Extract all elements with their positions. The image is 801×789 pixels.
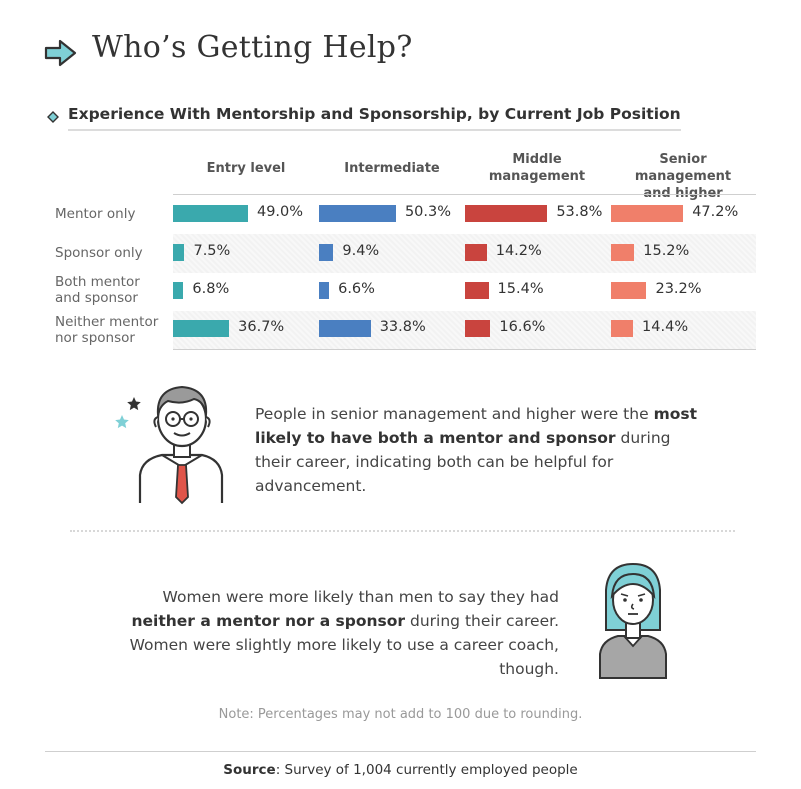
insight-text-bold: most likely to have both a mentor and sp… [255, 405, 697, 447]
page-title: Who’s Getting Help? [92, 30, 413, 65]
bar [173, 282, 184, 299]
row-label-text: Both mentor [55, 274, 140, 290]
footer-rule [45, 751, 756, 752]
row-band [173, 311, 756, 349]
bar [611, 320, 634, 337]
row-label-text: nor sponsor [55, 330, 135, 346]
row-label-text: Mentor only [55, 206, 136, 222]
bar-value-label: 23.2% [655, 281, 702, 297]
bar-value-label: 33.8% [379, 319, 426, 335]
row-label-neither: Neither mentor nor sponsor [55, 314, 170, 346]
column-header-label: Middle [512, 152, 562, 167]
source-label: Source [223, 762, 276, 778]
woman-illustration-icon [599, 562, 667, 679]
row-label-text: Sponsor only [55, 245, 143, 261]
insight-text-bold: neither a mentor nor a sponsor [131, 612, 406, 630]
column-header-intermediate: Intermediate [322, 160, 462, 177]
bar-value-label: 9.4% [342, 243, 380, 259]
bar-value-label: 14.4% [642, 319, 689, 335]
row-label-text: and sponsor [55, 290, 138, 306]
column-header-label: and higher [643, 186, 723, 201]
insight-text-senior: People in senior management and higher w… [255, 402, 705, 498]
bar [611, 205, 684, 222]
bar-value-label: 15.2% [643, 243, 690, 259]
column-header-senior-management: Senior management and higher [613, 151, 753, 202]
insight-text: during their career. Women were slightly… [129, 612, 559, 678]
bar [611, 244, 635, 261]
bar-value-label: 6.8% [192, 281, 230, 297]
bar [319, 244, 334, 261]
bar-value-label: 47.2% [692, 204, 739, 220]
insight-text: during their career, indicating both can… [255, 429, 671, 495]
header-rule [173, 194, 756, 195]
bar [465, 205, 548, 222]
arrow-right-icon [44, 39, 77, 67]
bottom-rule [173, 349, 756, 350]
bar-value-label: 14.2% [495, 243, 542, 259]
source-text: : Survey of 1,004 currently employed peo… [275, 762, 578, 778]
row-label-text: Neither mentor [55, 314, 159, 330]
bar-value-label: 53.8% [556, 204, 603, 220]
column-header-middle-management: Middle management [467, 151, 607, 185]
column-header-entry-level: Entry level [176, 160, 316, 177]
bar [611, 282, 647, 299]
bar [319, 205, 396, 222]
bar-value-label: 50.3% [404, 204, 452, 220]
dotted-divider [70, 530, 735, 532]
bar [465, 244, 487, 261]
insight-text-women: Women were more likely than men to say t… [95, 585, 559, 681]
row-label-mentor-only: Mentor only [55, 206, 170, 222]
bar-value-label: 7.5% [193, 243, 231, 259]
bar [173, 205, 248, 222]
bar [465, 282, 489, 299]
column-header-label: Entry level [206, 161, 286, 176]
diamond-icon [47, 111, 59, 123]
column-header-label: Senior management [634, 152, 732, 184]
row-band [173, 234, 756, 273]
insight-text: People in senior management and higher w… [255, 405, 654, 423]
bar-value-label: 49.0% [256, 204, 304, 220]
bar-value-label: 16.6% [499, 319, 546, 335]
column-header-label: Intermediate [344, 161, 440, 176]
man-illustration-icon [115, 385, 224, 505]
insight-text: Women were more likely than men to say t… [162, 588, 559, 606]
row-label-both: Both mentor and sponsor [55, 274, 170, 306]
row-label-sponsor-only: Sponsor only [55, 245, 170, 261]
bar-value-label: 6.6% [338, 281, 375, 297]
bar-value-label: 36.7% [238, 319, 285, 335]
bar-chart: Entry level Intermediate Middle manageme… [0, 140, 801, 355]
bar [173, 244, 185, 261]
column-header-label: management [488, 169, 586, 184]
bar [173, 320, 230, 337]
footnote: Note: Percentages may not add to 100 due… [218, 707, 583, 722]
chart-title: Experience With Mentorship and Sponsorsh… [68, 105, 681, 131]
bar [319, 320, 371, 337]
source-line: Source: Survey of 1,004 currently employ… [0, 762, 801, 778]
bar [465, 320, 491, 337]
bar [319, 282, 330, 299]
bar-value-label: 15.4% [497, 281, 544, 297]
